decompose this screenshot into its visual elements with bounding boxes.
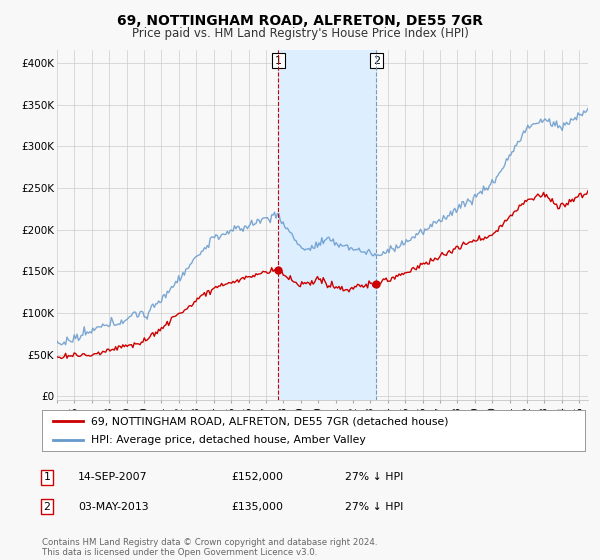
Text: 2: 2	[373, 55, 380, 66]
Text: £152,000: £152,000	[231, 472, 283, 482]
Text: 2: 2	[43, 502, 50, 512]
Text: 1: 1	[275, 55, 282, 66]
Text: Price paid vs. HM Land Registry's House Price Index (HPI): Price paid vs. HM Land Registry's House …	[131, 27, 469, 40]
Text: 03-MAY-2013: 03-MAY-2013	[78, 502, 149, 512]
Text: HPI: Average price, detached house, Amber Valley: HPI: Average price, detached house, Ambe…	[91, 435, 365, 445]
Text: Contains HM Land Registry data © Crown copyright and database right 2024.
This d: Contains HM Land Registry data © Crown c…	[42, 538, 377, 557]
Text: 1: 1	[43, 472, 50, 482]
Text: 69, NOTTINGHAM ROAD, ALFRETON, DE55 7GR: 69, NOTTINGHAM ROAD, ALFRETON, DE55 7GR	[117, 14, 483, 28]
Text: 69, NOTTINGHAM ROAD, ALFRETON, DE55 7GR (detached house): 69, NOTTINGHAM ROAD, ALFRETON, DE55 7GR …	[91, 417, 448, 426]
Bar	[278, 50, 376, 400]
Text: £135,000: £135,000	[231, 502, 283, 512]
Text: 14-SEP-2007: 14-SEP-2007	[78, 472, 148, 482]
Text: 27% ↓ HPI: 27% ↓ HPI	[345, 472, 403, 482]
Text: 27% ↓ HPI: 27% ↓ HPI	[345, 502, 403, 512]
